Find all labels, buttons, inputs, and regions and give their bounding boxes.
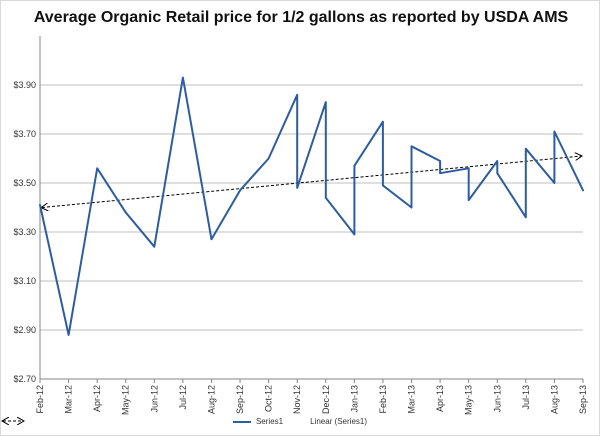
data-point xyxy=(268,157,270,160)
y-tick-label: $2.70 xyxy=(13,374,36,384)
x-tick-label: Apr-12 xyxy=(92,385,102,412)
data-point xyxy=(382,184,384,187)
x-tick-label: Jul-13 xyxy=(521,385,531,410)
data-point xyxy=(410,206,413,209)
data-point xyxy=(210,238,213,240)
data-point xyxy=(439,160,441,162)
data-point xyxy=(296,94,298,96)
x-tick-label: Sep-13 xyxy=(578,385,588,414)
data-point xyxy=(525,216,527,218)
data-point xyxy=(96,167,98,169)
x-tick-label: Jun-12 xyxy=(149,385,159,413)
x-tick-label: Nov-12 xyxy=(292,385,302,414)
data-point xyxy=(296,187,298,189)
trendline-linear-series1 xyxy=(42,156,581,207)
x-tick-label: Feb-12 xyxy=(35,385,45,414)
y-tick-label: $2.90 xyxy=(13,325,36,335)
x-tick-label: Aug-13 xyxy=(549,385,559,414)
data-point xyxy=(439,172,441,174)
x-tick-label: Sep-12 xyxy=(235,385,245,414)
data-point xyxy=(582,189,584,191)
data-point xyxy=(496,160,498,162)
data-point xyxy=(553,130,556,133)
series-line-series1 xyxy=(39,76,584,336)
data-point xyxy=(382,121,384,123)
data-point xyxy=(325,101,327,103)
legend-item-trendline: Linear (Series1) xyxy=(305,417,367,426)
data-point xyxy=(325,197,327,199)
data-point xyxy=(153,246,155,248)
x-tick-label: Apr-13 xyxy=(435,385,445,412)
x-tick-label: Jun-13 xyxy=(492,385,502,413)
x-tick-label: Oct-12 xyxy=(264,385,274,412)
y-tick-label: $3.10 xyxy=(13,276,36,286)
x-tick-label: May-13 xyxy=(464,385,474,415)
legend-item-series1: Series1 xyxy=(232,417,284,426)
data-point xyxy=(353,165,355,167)
chart-title: Average Organic Retail price for 1/2 gal… xyxy=(33,9,569,26)
x-tick-label: Jul-12 xyxy=(178,385,188,410)
x-tick-label: May-12 xyxy=(121,385,131,415)
legend-label-series1: Series1 xyxy=(255,417,284,426)
data-point xyxy=(39,204,41,206)
x-tick-label: Feb-13 xyxy=(378,385,388,414)
data-point xyxy=(410,145,413,147)
data-point xyxy=(239,189,241,191)
x-tick-label: Mar-13 xyxy=(407,385,417,414)
legend-swatch-series1 xyxy=(232,420,251,423)
data-point xyxy=(353,233,355,236)
y-tick-label: $3.70 xyxy=(13,129,36,139)
x-tick-label: Aug-12 xyxy=(206,385,216,414)
y-tick-label: $3.30 xyxy=(13,227,36,237)
legend-label-trendline: Linear (Series1) xyxy=(310,417,368,426)
x-tick-label: Mar-12 xyxy=(64,385,74,414)
x-tick-label: Jan-13 xyxy=(349,385,359,413)
data-point xyxy=(496,172,498,174)
data-point xyxy=(553,182,556,184)
data-point xyxy=(468,167,470,169)
x-tick-label: Dec-12 xyxy=(321,385,331,414)
y-tick-label: $3.50 xyxy=(13,178,36,188)
y-tick-label: $3.90 xyxy=(13,80,36,90)
data-point xyxy=(67,334,70,336)
data-point xyxy=(525,148,527,150)
data-point xyxy=(182,77,184,79)
data-point xyxy=(125,211,127,213)
chart-legend: Series1 Linear (Series1) xyxy=(0,417,600,426)
data-point xyxy=(468,199,470,201)
